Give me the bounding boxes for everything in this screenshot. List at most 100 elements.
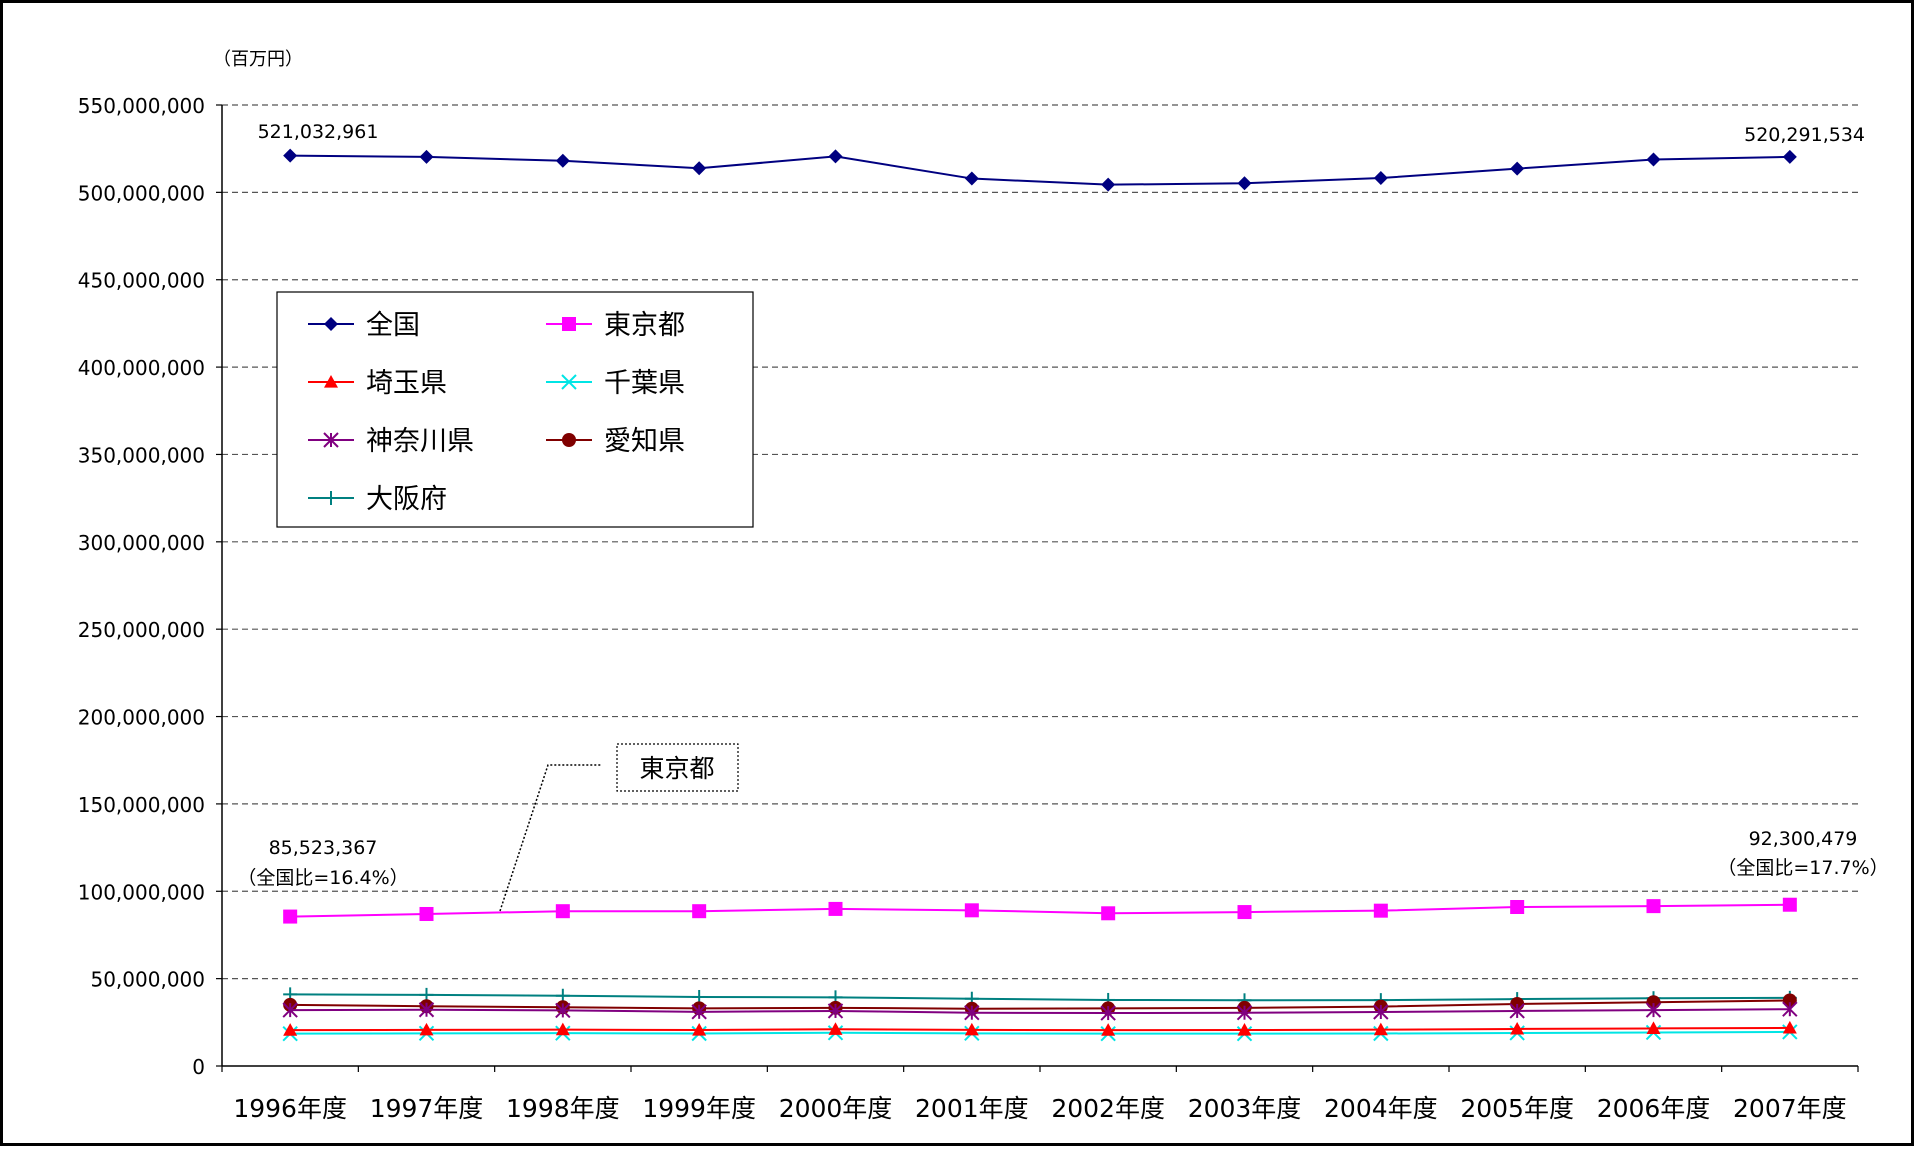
marker-square xyxy=(1782,897,1797,912)
marker-triangle xyxy=(964,1022,979,1036)
tokyo-callout-label: 東京都 xyxy=(639,754,714,783)
series-千葉県 xyxy=(282,1024,1798,1042)
marker-square xyxy=(555,904,570,919)
legend-label: 東京都 xyxy=(604,310,685,341)
series-line xyxy=(290,993,1790,1002)
series-line xyxy=(290,1030,1790,1035)
y-tick-label: 0 xyxy=(192,1055,205,1079)
marker-square xyxy=(828,901,843,916)
x-tick-label: 2004年度 xyxy=(1324,1094,1438,1123)
series-line xyxy=(290,1026,1790,1032)
marker-asterisk xyxy=(1782,1001,1798,1017)
y-tick-label: 400,000,000 xyxy=(78,356,205,380)
series-東京都 xyxy=(283,897,1797,924)
marker-square xyxy=(562,317,576,331)
marker-asterisk xyxy=(1236,1005,1253,1021)
marker-triangle xyxy=(555,1022,570,1036)
marker-triangle xyxy=(419,1022,434,1036)
national-last-label: 520,291,534 xyxy=(1744,124,1865,146)
series-line xyxy=(290,154,1790,186)
x-tick-label: 1998年度 xyxy=(506,1094,620,1123)
legend-item: 大阪府 xyxy=(308,484,447,515)
marker-triangle xyxy=(1101,1023,1116,1036)
y-axis-ticks: 0 50,000,000 100,000,000 150,000,000 200,000… xyxy=(78,94,222,1079)
x-tick-label: 2003年度 xyxy=(1188,1094,1302,1123)
marker-diamond xyxy=(1237,176,1252,191)
marker-circle xyxy=(1782,993,1797,1008)
marker-asterisk xyxy=(964,1005,980,1021)
tokyo-first-value-label: 85,523,367 xyxy=(269,837,378,859)
y-tick-label: 500,000,000 xyxy=(78,181,205,205)
marker-triangle xyxy=(1237,1023,1252,1036)
marker-circle xyxy=(562,433,576,447)
x-tick-label: 2000年度 xyxy=(779,1094,893,1123)
marker-diamond xyxy=(828,149,843,164)
marker-square xyxy=(1101,906,1116,921)
series-line xyxy=(290,903,1790,918)
marker-asterisk xyxy=(555,1002,571,1019)
tokyo-last-value-label: 92,300,479 xyxy=(1749,828,1858,850)
line-chart: （百万円） 0 50,000,000 100,000,000 150,000,000 2… xyxy=(78,49,1889,1123)
marker-triangle xyxy=(1646,1021,1661,1035)
marker-diamond xyxy=(1510,161,1525,176)
marker-asterisk xyxy=(1645,1002,1662,1018)
marker-square xyxy=(1373,903,1388,918)
marker-x xyxy=(561,374,577,390)
legend-item: 千葉県 xyxy=(546,368,685,399)
marker-diamond xyxy=(692,161,707,176)
grid-lines xyxy=(222,104,1858,980)
x-axis-ticks: 1996年度 1997年度 1998年度 1999年度 2000年度 2001年度 2002… xyxy=(221,1066,1859,1123)
y-tick-label: 250,000,000 xyxy=(78,618,205,642)
x-tick-label: 1996年度 xyxy=(233,1094,347,1123)
y-tick-label: 550,000,000 xyxy=(78,94,205,118)
y-tick-label: 450,000,000 xyxy=(78,269,205,293)
tokyo-last-ratio-label: （全国比=17.7%） xyxy=(1717,857,1888,879)
y-tick-label: 150,000,000 xyxy=(78,793,205,817)
legend-label: 千葉県 xyxy=(604,368,685,399)
tokyo-first-ratio-label: （全国比=16.4%） xyxy=(237,867,408,889)
marker-diamond xyxy=(555,153,570,168)
marker-diamond xyxy=(283,148,298,163)
marker-asterisk xyxy=(1373,1004,1389,1020)
x-tick-label: 1997年度 xyxy=(370,1094,484,1123)
y-tick-label: 350,000,000 xyxy=(78,443,205,467)
marker-triangle xyxy=(1373,1022,1388,1036)
x-tick-label: 2005年度 xyxy=(1460,1094,1574,1123)
legend-label: 全国 xyxy=(366,310,420,341)
x-tick-label: 2006年度 xyxy=(1597,1094,1711,1123)
tokyo-callout-leader xyxy=(499,764,601,912)
marker-asterisk xyxy=(691,1004,707,1020)
tokyo-callout-box xyxy=(616,743,739,792)
y-tick-label: 200,000,000 xyxy=(78,706,205,730)
x-tick-label: 1999年度 xyxy=(642,1094,756,1123)
marker-diamond xyxy=(964,171,979,186)
y-tick-label: 300,000,000 xyxy=(78,531,205,555)
legend-item: 東京都 xyxy=(546,310,685,341)
marker-square xyxy=(283,909,298,924)
marker-triangle xyxy=(1510,1021,1525,1035)
legend-box xyxy=(276,291,754,528)
y-tick-label: 100,000,000 xyxy=(78,880,205,904)
marker-asterisk xyxy=(323,432,339,448)
legend-label: 愛知県 xyxy=(604,426,685,457)
axes xyxy=(221,105,1858,1067)
x-tick-label: 2002年度 xyxy=(1051,1094,1165,1123)
legend-label: 埼玉県 xyxy=(366,368,447,399)
marker-triangle xyxy=(1782,1020,1797,1034)
series-神奈川県 xyxy=(282,1001,1798,1021)
marker-diamond xyxy=(419,149,434,164)
marker-square xyxy=(1510,899,1525,914)
marker-diamond xyxy=(1782,149,1797,164)
legend-label: 神奈川県 xyxy=(366,426,474,457)
series-group xyxy=(282,148,1798,1042)
series-全国 xyxy=(283,148,1797,192)
marker-asterisk xyxy=(1100,1005,1116,1021)
marker-diamond xyxy=(1373,171,1388,186)
marker-diamond xyxy=(1646,152,1661,167)
marker-triangle xyxy=(692,1023,707,1036)
marker-diamond xyxy=(324,317,338,331)
series-大阪府 xyxy=(283,987,1797,1008)
marker-square xyxy=(692,904,707,919)
